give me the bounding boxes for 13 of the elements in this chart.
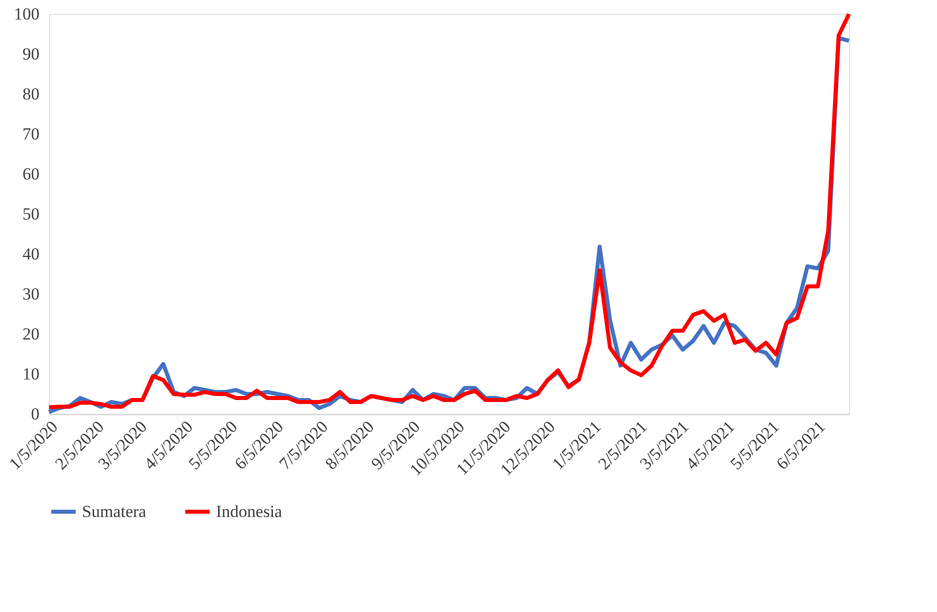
y-tick-label: 70 xyxy=(22,124,40,144)
y-tick-label: 50 xyxy=(22,204,40,224)
y-tick-label: 0 xyxy=(31,404,40,424)
y-tick-label: 10 xyxy=(22,364,40,384)
legend-label: Sumatera xyxy=(82,502,147,521)
y-tick-label: 90 xyxy=(22,44,40,64)
y-tick-label: 40 xyxy=(22,244,40,264)
y-tick-label: 100 xyxy=(14,4,40,24)
legend-label: Indonesia xyxy=(216,502,283,521)
y-tick-label: 60 xyxy=(22,164,40,184)
y-tick-label: 80 xyxy=(22,84,40,104)
y-tick-label: 30 xyxy=(22,284,40,304)
y-tick-label: 20 xyxy=(22,324,40,344)
